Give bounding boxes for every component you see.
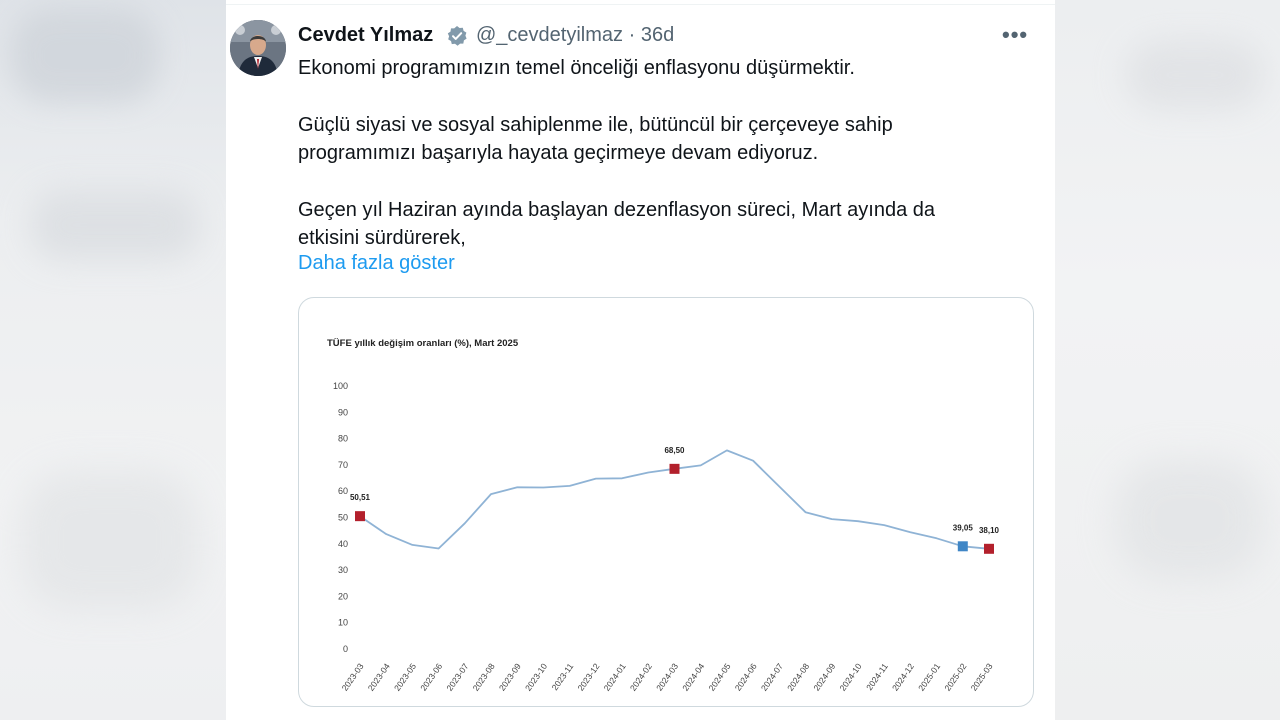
x-tick-label: 2023-12 [575, 661, 601, 693]
post-time[interactable]: 36d [640, 24, 675, 46]
y-tick-label: 40 [338, 539, 348, 549]
tweet-text-line: Ekonomi programımızın temel önceliği enf… [298, 57, 855, 79]
verified-badge-icon [447, 26, 467, 46]
divider [226, 4, 1055, 5]
blurred-shape [30, 190, 200, 260]
author-name[interactable]: Cevdet Yılmaz [298, 24, 434, 46]
show-more-link[interactable]: Daha fazla göster [298, 252, 455, 274]
x-tick-label: 2023-04 [366, 661, 392, 693]
y-tick-label: 50 [338, 513, 348, 523]
x-tick-label: 2025-01 [916, 661, 942, 693]
tweet-text-line: programımızı başarıyla hayata geçirmeye … [298, 142, 819, 164]
blurred-shape [1115, 460, 1265, 580]
x-tick-label: 2023-07 [444, 661, 470, 693]
cpi-line-chart: TÜFE yıllık değişim oranları (%), Mart 2… [327, 338, 1000, 693]
chart-image[interactable]: TÜFE yıllık değişim oranları (%), Mart 2… [298, 297, 1034, 707]
background-right [1055, 0, 1280, 720]
x-tick-label: 2023-10 [523, 661, 549, 693]
x-tick-label: 2025-03 [969, 661, 995, 693]
y-tick-label: 30 [338, 565, 348, 575]
x-tick-label: 2024-11 [864, 661, 890, 692]
x-tick-label: 2024-12 [890, 661, 916, 693]
x-tick-label: 2024-08 [785, 661, 811, 693]
x-tick-label: 2024-01 [602, 661, 628, 693]
data-point-marker [669, 463, 680, 474]
data-point-marker [355, 511, 365, 522]
y-tick-label: 70 [338, 460, 348, 470]
x-tick-label: 2024-09 [811, 661, 837, 693]
blurred-shape [10, 8, 160, 103]
background-left [0, 0, 226, 720]
data-label: 39,05 [953, 523, 974, 532]
y-tick-label: 80 [338, 434, 348, 444]
x-tick-label: 2024-03 [654, 661, 680, 693]
author-handle[interactable]: @_cevdetyilmaz [476, 24, 624, 46]
data-label: 38,10 [979, 526, 1000, 535]
handle-and-time: @_cevdetyilmaz · 36d [476, 24, 674, 47]
data-label: 50,51 [350, 493, 371, 502]
y-tick-label: 10 [338, 618, 348, 628]
x-tick-label: 2023-06 [418, 661, 444, 693]
data-point-marker [984, 543, 994, 554]
more-horizontal-icon[interactable]: ••• [1002, 22, 1029, 47]
x-tick-label: 2023-03 [340, 661, 366, 693]
y-tick-label: 60 [338, 486, 348, 496]
x-tick-label: 2024-07 [759, 661, 785, 693]
y-tick-label: 100 [333, 381, 348, 391]
chart-title: TÜFE yıllık değişim oranları (%), Mart 2… [327, 338, 519, 349]
y-tick-label: 0 [343, 644, 348, 654]
x-tick-label: 2024-06 [733, 661, 759, 693]
tweet-text-line: Geçen yıl Haziran ayında başlayan dezenf… [298, 199, 936, 221]
x-tick-label: 2024-02 [628, 661, 654, 693]
x-tick-label: 2024-05 [706, 661, 732, 693]
y-tick-label: 20 [338, 591, 348, 601]
tweet-text-line: Güçlü siyasi ve sosyal sahiplenme ile, b… [298, 114, 893, 136]
x-tick-label: 2023-09 [497, 661, 523, 693]
data-point-marker [957, 541, 968, 552]
avatar[interactable] [230, 20, 286, 76]
dot-separator: · [628, 24, 636, 46]
tweet-text-line: etkisini sürdürerek, [298, 227, 466, 249]
tweet-card[interactable]: Cevdet Yılmaz @_cevdetyilmaz · 36d ••• E… [226, 0, 1055, 720]
x-tick-label: 2023-08 [471, 661, 497, 693]
x-tick-label: 2024-04 [680, 661, 706, 693]
data-label: 68,50 [664, 446, 685, 455]
blurred-shape [1125, 40, 1265, 110]
x-tick-label: 2023-05 [392, 661, 418, 693]
blurred-shape [20, 470, 200, 610]
x-tick-label: 2024-10 [838, 661, 864, 693]
x-tick-label: 2025-02 [942, 661, 968, 693]
x-tick-label: 2023-11 [550, 661, 576, 692]
y-tick-label: 90 [338, 407, 348, 417]
avatar-photo [230, 20, 286, 76]
